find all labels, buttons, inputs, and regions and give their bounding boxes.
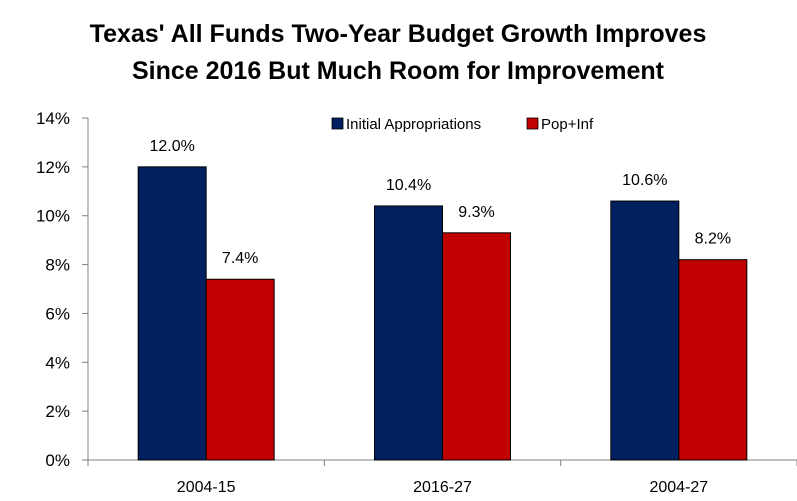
y-tick-label: 14% (36, 109, 70, 128)
data-label: 10.4% (386, 177, 431, 194)
chart-title-line-2: Since 2016 But Much Room for Improvement (132, 57, 665, 85)
legend-label: Pop+Inf (541, 116, 594, 133)
x-category-label: 2004-15 (177, 479, 236, 496)
chart-title-line-1: Texas' All Funds Two-Year Budget Growth … (90, 20, 707, 48)
legend-swatch (331, 117, 344, 130)
x-category-label: 2016-27 (413, 479, 472, 496)
data-label: 12.0% (149, 138, 194, 155)
x-category-label: 2004-27 (649, 479, 708, 496)
y-tick-label: 6% (45, 304, 70, 323)
bar-initial-appropriations (137, 166, 207, 461)
y-tick-label: 0% (45, 451, 70, 470)
y-tick-label: 10% (36, 207, 70, 226)
bar-pop-inf (205, 278, 275, 461)
chart-title: Texas' All Funds Two-Year Budget Growth … (90, 20, 707, 85)
data-label: 9.3% (458, 204, 494, 221)
bar-pop-inf (678, 259, 748, 461)
y-tick-label: 2% (45, 402, 70, 421)
bar-pop-inf (442, 232, 511, 461)
data-label: 7.4% (222, 250, 258, 267)
y-tick-label: 4% (45, 353, 70, 372)
data-label: 8.2% (695, 231, 731, 248)
bar-initial-appropriations (610, 200, 680, 461)
legend-label: Initial Appropriations (346, 116, 481, 133)
y-tick-label: 12% (36, 158, 70, 177)
bar-initial-appropriations (374, 205, 443, 461)
plot-area: 0% 2% 4% 6% 8% 10% 12% 14% 12.0% 7.4% 2004-15 10.4%… (36, 109, 797, 496)
chart-legend: Initial Appropriations Pop+Inf (331, 116, 594, 133)
legend-swatch (526, 117, 539, 130)
y-tick-label: 8% (45, 256, 70, 275)
data-label: 10.6% (622, 172, 667, 189)
